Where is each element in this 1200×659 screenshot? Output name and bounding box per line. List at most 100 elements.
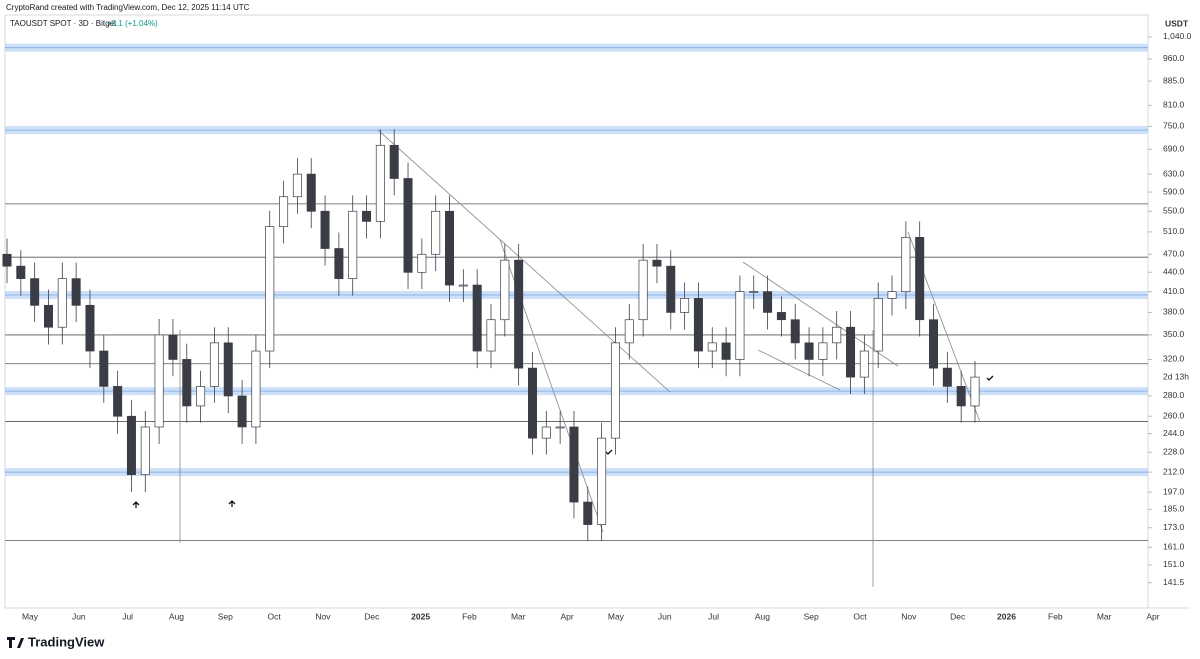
y-tick-label: 320.0 xyxy=(1163,354,1185,364)
candle-body xyxy=(320,210,330,249)
candle-body xyxy=(348,210,358,279)
candle-body xyxy=(514,259,524,369)
candle-body xyxy=(707,342,717,352)
candle-body xyxy=(486,319,496,352)
y-tick-label: 885.0 xyxy=(1163,75,1185,85)
x-tick-label: Jun xyxy=(658,611,672,621)
y-tick-label: 960.0 xyxy=(1163,53,1185,63)
x-tick-label: Nov xyxy=(315,611,331,621)
y-tick-label: 630.0 xyxy=(1163,168,1185,178)
candle-body xyxy=(43,304,53,328)
symbol-info: TAOUSDT SPOT · 3D · Bitget xyxy=(10,19,117,28)
y-tick-label: 690.0 xyxy=(1163,143,1185,153)
candles xyxy=(2,129,980,541)
y-tick-label: 260.0 xyxy=(1163,411,1185,421)
y-tick-label: 810.0 xyxy=(1163,100,1185,110)
check-mark xyxy=(986,375,994,381)
x-tick-label: Mar xyxy=(511,611,526,621)
candle-body xyxy=(929,319,939,369)
candle-body xyxy=(403,178,413,273)
x-tick-label: Nov xyxy=(901,611,917,621)
candle-body xyxy=(583,501,593,525)
candle-body xyxy=(209,342,219,387)
candle-body xyxy=(527,367,537,439)
candle-body xyxy=(375,144,385,222)
candle-body xyxy=(292,173,302,198)
x-tick-label: Feb xyxy=(1048,611,1063,621)
candle-body xyxy=(126,415,136,476)
candle-body xyxy=(362,210,372,222)
x-tick-label: Mar xyxy=(1097,611,1112,621)
candle-body xyxy=(196,386,206,407)
candle-body xyxy=(901,236,911,292)
y-tick-label: 244.0 xyxy=(1163,428,1185,438)
candle-body xyxy=(334,248,344,279)
candle-body xyxy=(597,437,607,525)
candle-body xyxy=(431,210,441,255)
x-tick-label: Aug xyxy=(755,611,770,621)
x-tick-label: Aug xyxy=(169,611,184,621)
candle-body xyxy=(763,291,773,313)
y-tick-label: 590.0 xyxy=(1163,186,1185,196)
y-tick-label: 141.5 xyxy=(1163,577,1185,587)
candle-body xyxy=(168,334,178,360)
candle-body xyxy=(970,376,980,407)
candle-body xyxy=(680,298,690,313)
y-tick-label: 550.0 xyxy=(1163,206,1185,216)
candle-body xyxy=(818,342,828,360)
up-arrow xyxy=(228,500,236,507)
candle-body xyxy=(2,253,12,267)
x-tick-label: Sep xyxy=(218,611,233,621)
y-tick-label: 197.0 xyxy=(1163,486,1185,496)
candle-body xyxy=(113,386,123,417)
x-tick-label: Jun xyxy=(72,611,86,621)
candle-body xyxy=(182,359,192,407)
x-tick-label: Dec xyxy=(950,611,966,621)
currency-label: USDT xyxy=(1165,18,1189,28)
candle-body xyxy=(555,426,565,429)
x-tick-label: 2025 xyxy=(411,611,430,621)
candle-body xyxy=(237,395,247,428)
candle-body xyxy=(140,426,150,476)
candle-body xyxy=(652,259,662,267)
x-tick-label: Oct xyxy=(268,611,282,621)
brand-name: TradingView xyxy=(28,634,105,649)
y-tick-label: 212.0 xyxy=(1163,466,1185,476)
candle-body xyxy=(721,342,731,360)
candle-body xyxy=(915,236,925,321)
y-tick-label: 185.0 xyxy=(1163,504,1185,514)
y-tick-label: 173.0 xyxy=(1163,522,1185,532)
x-tick-label: Dec xyxy=(364,611,380,621)
brand-logo: TradingView xyxy=(7,634,105,649)
candle-body xyxy=(71,278,81,306)
y-tick-label: 350.0 xyxy=(1163,329,1185,339)
candle-body xyxy=(417,253,427,273)
check-mark xyxy=(605,449,613,455)
y-tick-label: 440.0 xyxy=(1163,267,1185,277)
candle-body xyxy=(666,265,676,313)
candle-body xyxy=(624,319,634,344)
price-change: +3.1 (+1.04%) xyxy=(107,19,158,28)
candle-body xyxy=(445,210,455,286)
candle-body xyxy=(804,342,814,360)
chart-title: CryptoRand created with TradingView.com,… xyxy=(6,3,250,12)
candle-body xyxy=(541,426,551,439)
candle-body xyxy=(30,278,40,306)
candle-body xyxy=(472,284,482,352)
trendlines xyxy=(179,129,981,587)
candle-body xyxy=(458,284,468,287)
candle-body xyxy=(846,326,856,378)
x-tick-label: 2026 xyxy=(997,611,1016,621)
y-tick-label: 750.0 xyxy=(1163,121,1185,131)
candle-body xyxy=(942,367,952,387)
candle-body xyxy=(859,350,869,378)
candle-body xyxy=(735,291,745,360)
x-tick-label: Feb xyxy=(462,611,477,621)
trendline xyxy=(377,129,671,393)
candle-body xyxy=(638,259,648,321)
y-tick-label: 280.0 xyxy=(1163,390,1185,400)
candle-body xyxy=(693,298,703,352)
x-tick-label: Apr xyxy=(1146,611,1159,621)
candle-body xyxy=(873,298,883,352)
